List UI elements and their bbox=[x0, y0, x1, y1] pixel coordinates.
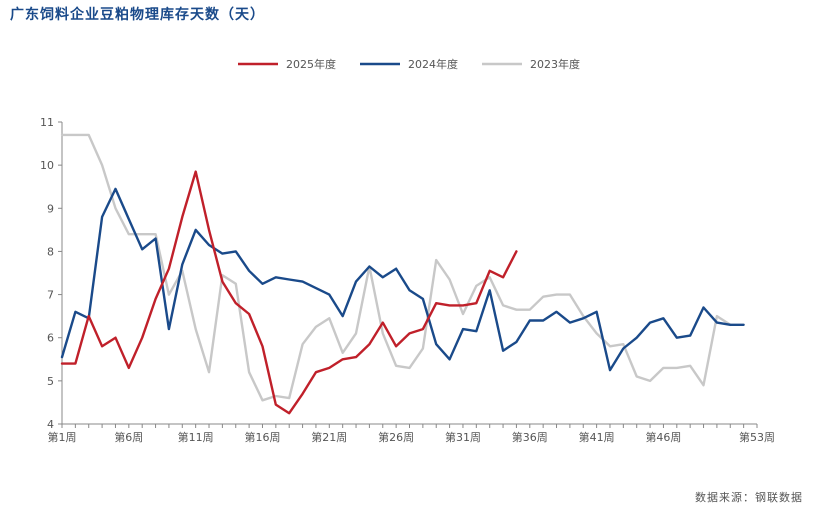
x-tick-label: 第6周 bbox=[114, 430, 143, 444]
y-tick-label: 11 bbox=[40, 116, 54, 129]
y-tick-label: 6 bbox=[47, 332, 54, 345]
series-line-2024年度 bbox=[60, 187, 745, 372]
x-tick-label: 第26周 bbox=[378, 430, 414, 444]
chart-axes: 4 5 6 7 8 9 10 11 第1周 第6周 第11周 第16周 第21周 第26周 第31周 第36周… bbox=[40, 116, 775, 444]
chart-lines bbox=[60, 133, 745, 415]
legend-label: 2024年度 bbox=[408, 57, 458, 71]
x-tick-label: 第16周 bbox=[244, 430, 280, 444]
y-tick-label: 8 bbox=[47, 245, 54, 258]
legend-label: 2023年度 bbox=[530, 57, 580, 71]
y-tick-label: 7 bbox=[47, 289, 54, 302]
chart-legend: 2025年度 2024年度 2023年度 bbox=[238, 57, 580, 71]
x-tick-label: 第31周 bbox=[445, 430, 481, 444]
x-tick-label: 第46周 bbox=[645, 430, 681, 444]
legend-label: 2025年度 bbox=[286, 57, 336, 71]
x-tick-label: 第21周 bbox=[311, 430, 347, 444]
x-tick-label: 第53周 bbox=[739, 430, 775, 444]
y-tick-label: 5 bbox=[47, 375, 54, 388]
series-line-2023年度 bbox=[60, 133, 732, 402]
y-tick-label: 4 bbox=[47, 418, 54, 431]
data-source-note: 数据来源：钢联数据 bbox=[695, 491, 803, 504]
x-tick-label: 第11周 bbox=[178, 430, 214, 444]
y-tick-label: 10 bbox=[40, 159, 54, 172]
x-tick-label: 第1周 bbox=[48, 430, 77, 444]
chart-title: 广东饲料企业豆粕物理库存天数（天） bbox=[10, 7, 265, 23]
x-tick-label: 第36周 bbox=[512, 430, 548, 444]
series-line-2025年度 bbox=[60, 170, 518, 415]
y-tick-label: 9 bbox=[47, 202, 54, 215]
x-tick-label: 第41周 bbox=[579, 430, 615, 444]
